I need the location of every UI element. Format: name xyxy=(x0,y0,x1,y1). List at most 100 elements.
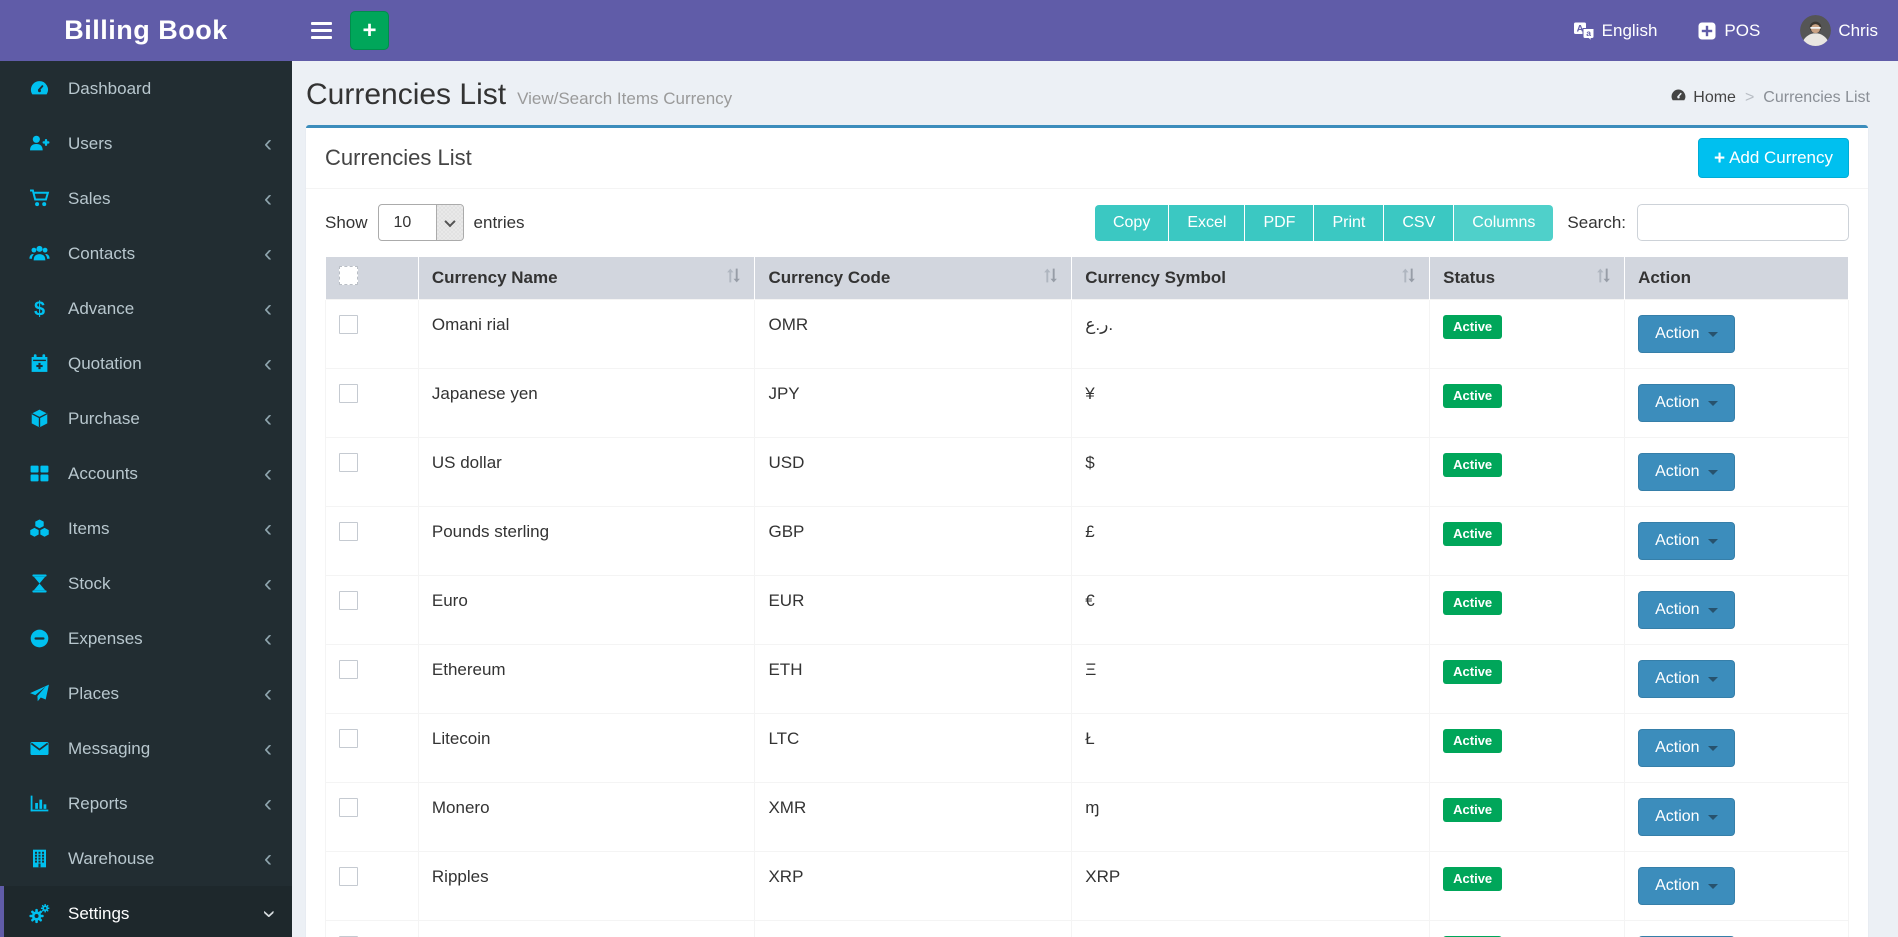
app-logo[interactable]: Billing Book xyxy=(0,0,292,61)
currency-symbol-cell: Ξ xyxy=(1071,644,1431,714)
currency-code-cell: XRP xyxy=(754,851,1073,921)
status-cell: Active xyxy=(1429,782,1626,852)
sidebar-item-users[interactable]: Users ‹ xyxy=(0,116,292,171)
search-input[interactable] xyxy=(1637,204,1849,241)
sidebar-item-items[interactable]: Items ‹ xyxy=(0,501,292,556)
cube-icon xyxy=(29,408,55,430)
row-checkbox[interactable] xyxy=(339,522,358,541)
paper-plane-icon xyxy=(29,683,55,705)
sort-icon[interactable] xyxy=(726,267,741,289)
action-dropdown-button[interactable]: Action xyxy=(1638,384,1735,422)
status-badge: Active xyxy=(1443,384,1503,408)
sidebar-item-expenses[interactable]: Expenses ‹ xyxy=(0,611,292,666)
action-dropdown-button[interactable]: Action xyxy=(1638,798,1735,836)
sidebar-item-contacts[interactable]: Contacts ‹ xyxy=(0,226,292,281)
action-cell: Action xyxy=(1624,782,1849,852)
copy-export-button[interactable]: Copy xyxy=(1094,204,1170,241)
sidebar-item-accounts[interactable]: Accounts ‹ xyxy=(0,446,292,501)
breadcrumb: Home > Currencies List xyxy=(1670,87,1870,109)
envelope-icon xyxy=(29,738,55,760)
column-label: Action xyxy=(1638,268,1691,287)
caret-down-icon xyxy=(1707,331,1718,337)
bar-chart-icon xyxy=(29,793,55,815)
user-plus-icon xyxy=(29,133,55,155)
select-all-checkbox[interactable] xyxy=(339,266,358,285)
show-label: Show xyxy=(325,212,368,232)
svg-text:A: A xyxy=(1576,23,1583,34)
sidebar-item-dashboard[interactable]: Dashboard xyxy=(0,61,292,116)
sidebar-item-purchase[interactable]: Purchase ‹ xyxy=(0,391,292,446)
page-subtitle: View/Search Items Currency xyxy=(517,89,733,108)
sidebar-item-messaging[interactable]: Messaging ‹ xyxy=(0,721,292,776)
currency-name-cell: Ripples xyxy=(417,851,756,921)
sort-icon[interactable] xyxy=(1596,267,1611,289)
sidebar-item-warehouse[interactable]: Warehouse ‹ xyxy=(0,831,292,886)
currency-symbol-cell: ɱ xyxy=(1071,782,1431,852)
row-checkbox[interactable] xyxy=(339,660,358,679)
status-cell: Active xyxy=(1429,437,1626,507)
sidebar-item-sales[interactable]: Sales ‹ xyxy=(0,171,292,226)
breadcrumb-home-link[interactable]: Home xyxy=(1670,87,1736,109)
table-row: US dollar USD $ Active Action xyxy=(325,437,1849,507)
csv-export-button[interactable]: CSV xyxy=(1384,204,1455,241)
sidebar-item-reports[interactable]: Reports ‹ xyxy=(0,776,292,831)
th-large-icon xyxy=(29,463,55,485)
column-header-currency-name[interactable]: Currency Name xyxy=(417,256,756,300)
sort-icon[interactable] xyxy=(1401,267,1416,289)
column-header-currency-code[interactable]: Currency Code xyxy=(754,256,1073,300)
pos-button[interactable]: POS xyxy=(1697,21,1760,41)
columns-export-button[interactable]: Columns xyxy=(1454,204,1554,241)
column-header-action: Action xyxy=(1624,256,1849,300)
currency-name-cell: Pounds sterling xyxy=(417,506,756,576)
sidebar-item-label: Purchase xyxy=(68,408,140,428)
action-dropdown-button[interactable]: Action xyxy=(1638,453,1735,491)
sidebar-item-label: Settings xyxy=(68,903,130,923)
row-checkbox[interactable] xyxy=(339,867,358,886)
action-dropdown-button[interactable]: Action xyxy=(1638,729,1735,767)
chevron-down-icon xyxy=(435,205,463,240)
sidebar-toggle-button[interactable] xyxy=(292,0,350,61)
row-checkbox[interactable] xyxy=(339,591,358,610)
row-checkbox[interactable] xyxy=(339,798,358,817)
print-export-button[interactable]: Print xyxy=(1314,204,1385,241)
status-badge: Active xyxy=(1443,729,1503,753)
user-menu[interactable]: Chris xyxy=(1800,15,1878,46)
row-checkbox[interactable] xyxy=(339,384,358,403)
add-currency-button[interactable]: + Add Currency xyxy=(1697,138,1849,178)
action-dropdown-button[interactable]: Action xyxy=(1638,660,1735,698)
quick-add-button[interactable]: + xyxy=(350,11,389,50)
excel-export-button[interactable]: Excel xyxy=(1169,204,1246,241)
column-header-status[interactable]: Status xyxy=(1429,256,1626,300)
row-checkbox[interactable] xyxy=(339,453,358,472)
currency-code-cell: GBP xyxy=(754,506,1073,576)
sort-icon[interactable] xyxy=(1043,267,1058,289)
table-controls: Show 10 entries Copy Excel PDF Print CSV Colu… xyxy=(325,204,1849,241)
action-cell: Action xyxy=(1624,437,1849,507)
checkbox-cell xyxy=(325,920,419,937)
sidebar-item-advance[interactable]: $ Advance ‹ xyxy=(0,281,292,336)
pdf-export-button[interactable]: PDF xyxy=(1245,204,1315,241)
page-size-select[interactable]: 10 xyxy=(377,204,464,241)
action-cell: Action xyxy=(1624,506,1849,576)
currency-code-cell: JPY xyxy=(754,368,1073,438)
action-dropdown-button[interactable]: Action xyxy=(1638,522,1735,560)
sidebar-item-stock[interactable]: Stock ‹ xyxy=(0,556,292,611)
table-row: Pounds sterling GBP £ Active Action xyxy=(325,506,1849,576)
action-dropdown-button[interactable]: Action xyxy=(1638,315,1735,353)
sidebar-item-places[interactable]: Places ‹ xyxy=(0,666,292,721)
page-size-control: Show 10 entries xyxy=(325,204,525,241)
export-and-search: Copy Excel PDF Print CSV Columns Search: xyxy=(1094,204,1849,241)
sidebar-item-settings[interactable]: Settings ‹ xyxy=(0,886,292,937)
action-button-label: Action xyxy=(1655,670,1700,687)
sidebar-item-quotation[interactable]: Quotation ‹ xyxy=(0,336,292,391)
row-checkbox[interactable] xyxy=(339,315,358,334)
action-dropdown-button[interactable]: Action xyxy=(1638,867,1735,905)
sidebar-item-label: Messaging xyxy=(68,738,151,758)
action-dropdown-button[interactable]: Action xyxy=(1638,591,1735,629)
currency-symbol-cell: £ xyxy=(1071,506,1431,576)
column-header-currency-symbol[interactable]: Currency Symbol xyxy=(1071,256,1431,300)
column-label: Status xyxy=(1443,268,1496,287)
row-checkbox[interactable] xyxy=(339,729,358,748)
